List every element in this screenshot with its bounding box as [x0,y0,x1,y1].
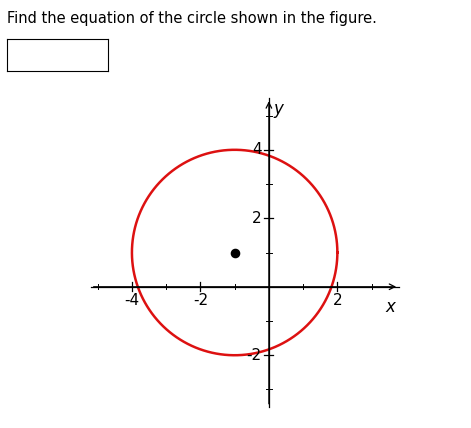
Text: -2: -2 [193,293,208,308]
Text: x: x [386,298,396,316]
Text: y: y [273,100,283,118]
Text: Find the equation of the circle shown in the figure.: Find the equation of the circle shown in… [7,11,377,26]
Text: 2: 2 [333,293,342,308]
Text: 2: 2 [252,211,262,226]
Point [231,249,238,256]
Text: -4: -4 [124,293,139,308]
Text: 4: 4 [252,142,262,158]
Text: -2: -2 [247,348,262,363]
